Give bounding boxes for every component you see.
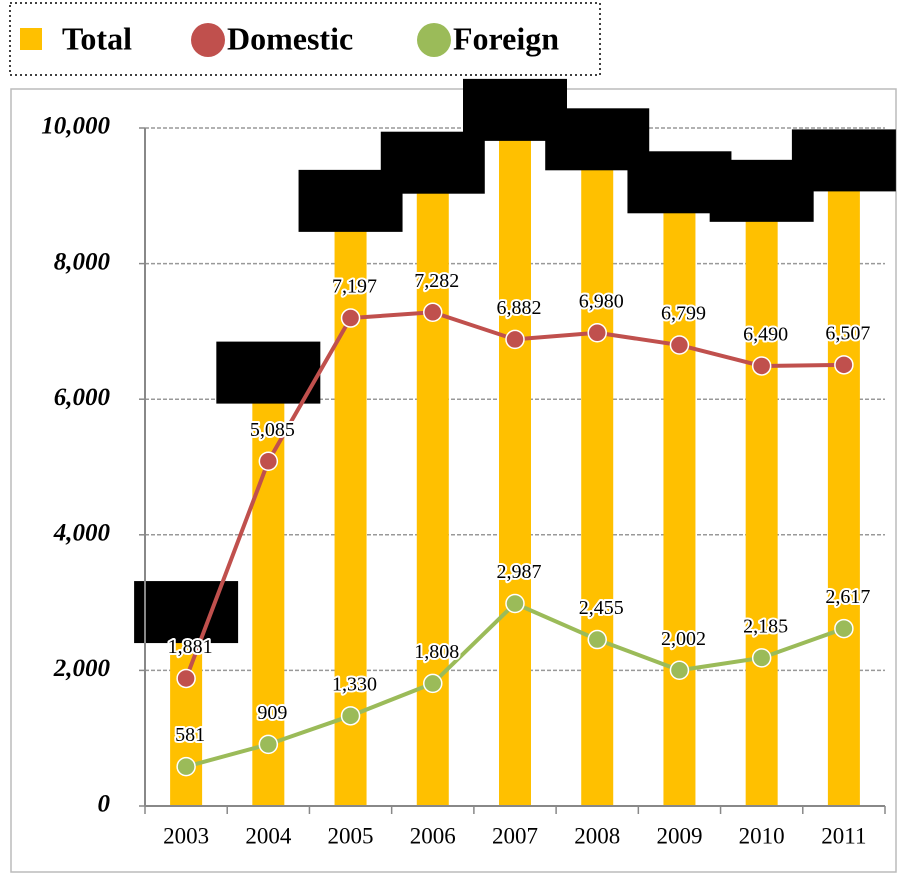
- legend-swatch: [20, 28, 42, 50]
- point: [587, 323, 607, 343]
- point: [587, 629, 607, 650]
- bar: [827, 187, 860, 806]
- legend-swatch: [191, 23, 225, 57]
- point: [176, 756, 196, 777]
- point: [176, 668, 196, 689]
- y-tick-label: 10,000: [41, 113, 110, 140]
- point: [669, 335, 690, 355]
- bar: [170, 639, 203, 806]
- y-tick-label: 4,000: [53, 520, 111, 547]
- point: [505, 329, 525, 350]
- data-label: 1,330: [332, 673, 377, 695]
- data-label: 6,882: [497, 297, 542, 319]
- chart-frame: [10, 88, 897, 873]
- data-label: 2,617: [825, 586, 870, 608]
- legend-label: Domestic: [227, 20, 353, 56]
- point: [834, 618, 854, 639]
- legend-swatch: [417, 23, 451, 57]
- point: [505, 593, 525, 614]
- data-label: 7,197: [332, 276, 377, 298]
- point: [751, 648, 772, 668]
- data-label: 2,185: [743, 615, 788, 637]
- point: [340, 308, 361, 328]
- y-tick-label: 2,000: [53, 655, 111, 682]
- point: [340, 706, 361, 726]
- data-label: 2,987: [497, 561, 542, 583]
- bar: [581, 166, 614, 806]
- point: [258, 451, 279, 471]
- point: [258, 734, 279, 755]
- y-tick-label: 6,000: [54, 384, 111, 411]
- redacted-label: [380, 131, 485, 194]
- point: [669, 660, 690, 681]
- bar: [416, 189, 449, 806]
- bar: [745, 217, 778, 806]
- bar: [663, 209, 696, 806]
- point: [834, 355, 854, 375]
- legend-label: Total: [62, 20, 132, 56]
- x-tick-label: 2009: [656, 823, 702, 848]
- redacted-label: [791, 129, 896, 192]
- point: [423, 302, 443, 323]
- redacted-label: [216, 341, 321, 404]
- x-tick-label: 2005: [328, 823, 374, 848]
- data-label: 6,980: [579, 290, 624, 312]
- data-label: 6,799: [661, 303, 706, 325]
- legend-box: [9, 2, 601, 76]
- x-tick-label: 2006: [410, 823, 456, 848]
- legend-label: Foreign: [453, 20, 559, 56]
- y-tick-label: 0: [98, 791, 111, 818]
- data-label: 6,490: [743, 324, 788, 346]
- x-tick-label: 2008: [574, 823, 620, 848]
- data-label: 2,002: [661, 628, 706, 650]
- data-label: 1,808: [414, 641, 459, 663]
- data-label: 581: [175, 724, 205, 746]
- redacted-label: [134, 581, 239, 644]
- x-tick-label: 2007: [492, 823, 538, 848]
- data-label: 6,507: [825, 322, 870, 344]
- point: [423, 673, 443, 694]
- x-tick-label: 2010: [739, 823, 785, 848]
- x-tick-label: 2011: [821, 823, 866, 848]
- data-label: 5,085: [250, 419, 295, 441]
- y-tick-label: 8,000: [54, 248, 111, 275]
- bar: [499, 136, 531, 806]
- data-label: 1,881: [168, 636, 213, 658]
- point: [751, 356, 772, 376]
- x-tick-label: 2003: [163, 823, 209, 848]
- data-label: 909: [257, 702, 287, 724]
- x-tick-label: 2004: [245, 823, 292, 848]
- data-label: 2,455: [579, 597, 624, 619]
- data-label: 7,282: [414, 270, 459, 292]
